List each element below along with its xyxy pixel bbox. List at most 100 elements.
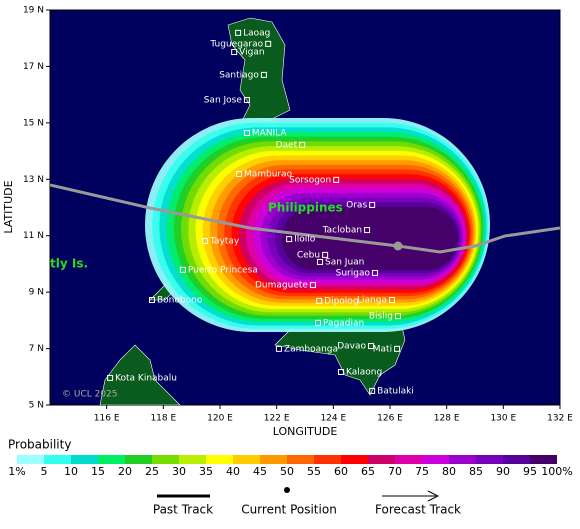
city-marker xyxy=(243,97,250,104)
colorbar-label: 100% xyxy=(541,465,572,478)
y-tick-label: 11 N xyxy=(23,231,44,241)
colorbar-label: 35 xyxy=(199,465,213,478)
colorbar-box xyxy=(476,455,503,464)
colorbar-box xyxy=(179,455,206,464)
colorbar-box xyxy=(71,455,98,464)
colorbar-box xyxy=(287,455,314,464)
x-tick-label: 132 E xyxy=(547,414,573,424)
city-label: Puerto Princesa xyxy=(188,265,258,275)
city-marker xyxy=(317,258,324,265)
colorbar-label: 65 xyxy=(361,465,375,478)
city-marker xyxy=(243,130,250,137)
city-marker xyxy=(201,238,208,245)
city-marker xyxy=(364,227,371,234)
colorbar-label: 85 xyxy=(469,465,483,478)
city-label: Tacloban xyxy=(322,226,362,236)
x-tick-label: 120 E xyxy=(207,414,233,424)
colorbar-label: 15 xyxy=(91,465,105,478)
y-axis-title: LATITUDE xyxy=(2,180,15,233)
city-marker xyxy=(231,49,238,56)
y-tick-label: 9 N xyxy=(29,288,44,298)
x-tick-label: 118 E xyxy=(150,414,176,424)
city-marker xyxy=(369,387,376,394)
colorbar-label: 40 xyxy=(226,465,240,478)
colorbar-label: 70 xyxy=(388,465,402,478)
city-label: Mati xyxy=(373,344,392,354)
colorbar-box xyxy=(152,455,179,464)
city-marker xyxy=(369,201,376,208)
colorbar-label: 60 xyxy=(334,465,348,478)
y-tick-label: 5 N xyxy=(29,401,44,411)
colorbar-label: 75 xyxy=(415,465,429,478)
current-position xyxy=(393,241,403,251)
forecast-track xyxy=(397,226,560,254)
colorbar-box xyxy=(260,455,287,464)
city-marker xyxy=(371,269,378,276)
colorbar-label: 30 xyxy=(172,465,186,478)
colorbar-label: 25 xyxy=(145,465,159,478)
city-label: Sorsogon xyxy=(289,175,331,185)
y-tick-label: 17 N xyxy=(23,62,44,72)
colorbar-box xyxy=(314,455,341,464)
legend-title: Probability xyxy=(8,438,71,452)
y-tick-label: 7 N xyxy=(29,344,44,354)
x-tick-label: 122 E xyxy=(264,414,290,424)
city-marker xyxy=(179,266,186,273)
past-track-label: Past Track xyxy=(153,503,213,517)
city-marker xyxy=(299,141,306,148)
city-label: Zamboanga xyxy=(284,344,338,354)
colorbar-label: 10 xyxy=(64,465,78,478)
colorbar-box xyxy=(530,455,557,464)
island-label: tly Is. xyxy=(50,257,88,271)
colorbar-label: 50 xyxy=(280,465,294,478)
colorbar-label: 5 xyxy=(41,465,48,478)
current-position-label: Current Position xyxy=(241,503,337,517)
colorbar-label: 95 xyxy=(523,465,537,478)
colorbar-box xyxy=(98,455,125,464)
city-label: Oras xyxy=(346,200,367,210)
x-axis-title: LONGITUDE xyxy=(273,425,338,438)
current-position-key xyxy=(284,487,290,493)
colorbar-box xyxy=(449,455,476,464)
city-label: Taytay xyxy=(209,237,240,247)
city-label: Santiago xyxy=(219,70,259,80)
colorbar-box xyxy=(17,455,44,464)
city-label: Bonobono xyxy=(157,296,203,306)
colorbar-box xyxy=(206,455,233,464)
city-marker xyxy=(275,345,282,352)
city-label: Dipolog xyxy=(324,296,358,306)
forecast-track-label: Forecast Track xyxy=(375,503,461,517)
y-tick-label: 19 N xyxy=(23,6,44,16)
city-label: San Jose xyxy=(204,96,243,106)
city-marker xyxy=(337,368,344,375)
city-marker xyxy=(260,71,267,78)
city-label: Lianga xyxy=(357,296,387,306)
x-tick-label: 128 E xyxy=(434,414,460,424)
x-tick-label: 130 E xyxy=(490,414,516,424)
colorbar-label: 80 xyxy=(442,465,456,478)
y-tick-label: 15 N xyxy=(23,118,44,128)
city-label: San Juan xyxy=(325,257,364,267)
city-label: Tuguegarao xyxy=(209,39,263,49)
city-label: Surigao xyxy=(336,268,371,278)
probability-contour xyxy=(282,207,458,270)
colorbar-box xyxy=(233,455,260,464)
city-marker xyxy=(286,236,293,243)
colorbar-box xyxy=(368,455,395,464)
city-marker xyxy=(368,343,375,350)
region-label: Philippines xyxy=(268,201,343,215)
city-marker xyxy=(265,40,272,47)
colorbar-box xyxy=(422,455,449,464)
colorbar-label: 20 xyxy=(118,465,132,478)
probability-swath xyxy=(145,118,490,332)
city-marker xyxy=(322,251,329,258)
city-label: Mamburao xyxy=(244,169,293,179)
colorbar-box xyxy=(395,455,422,464)
colorbar-box xyxy=(503,455,530,464)
city-marker xyxy=(333,176,340,183)
colorbar-label: 55 xyxy=(307,465,321,478)
city-label: Kalaong xyxy=(346,367,382,377)
city-label: Pagadian xyxy=(323,318,364,328)
city-label: Dumaguete xyxy=(255,281,308,291)
